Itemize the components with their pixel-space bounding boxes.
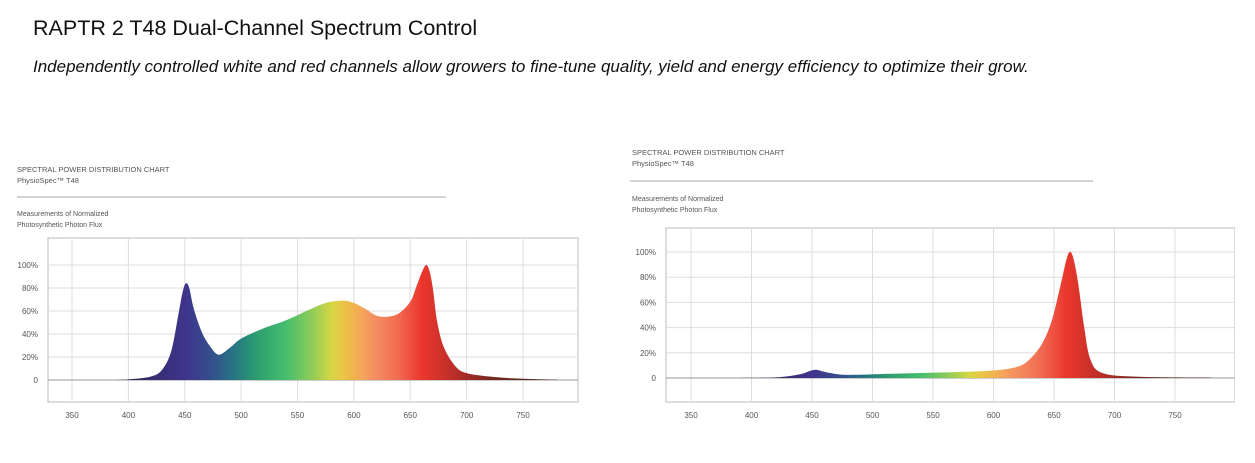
- measure-caption-line2: Photosynthetic Photon Flux: [632, 207, 718, 214]
- x-tick-label: 450: [178, 411, 192, 420]
- page-title: RAPTR 2 T48 Dual-Channel Spectrum Contro…: [33, 16, 478, 40]
- y-tick-label: 20%: [22, 353, 38, 362]
- y-tick-label: 80%: [640, 273, 656, 282]
- x-tick-label: 700: [1108, 411, 1122, 420]
- y-tick-label: 60%: [640, 298, 656, 307]
- x-tick-label: 650: [404, 411, 418, 420]
- y-tick-label: 40%: [640, 324, 656, 333]
- x-tick-label: 600: [987, 411, 1001, 420]
- y-tick-label: 100%: [636, 248, 656, 257]
- y-tick-label: 80%: [22, 284, 38, 293]
- measure-caption-line1: Measurements of Normalized: [17, 211, 109, 218]
- x-tick-label: 500: [866, 411, 880, 420]
- x-tick-label: 450: [805, 411, 819, 420]
- y-tick-label: 40%: [22, 330, 38, 339]
- plot-frame: [47, 237, 579, 403]
- x-tick-label: 700: [460, 411, 474, 420]
- spectral-chart-left: SPECTRAL POWER DISTRIBUTION CHART PhysioS…: [0, 150, 600, 450]
- x-tick-label: 350: [684, 411, 698, 420]
- x-tick-label: 600: [347, 411, 361, 420]
- x-tick-label: 550: [291, 411, 305, 420]
- x-tick-label: 350: [65, 411, 79, 420]
- x-tick-label: 550: [926, 411, 940, 420]
- chart-product-name: PhysioSpec™ T48: [632, 159, 694, 168]
- y-tick-label: 0: [34, 376, 39, 385]
- page-subtitle: Independently controlled white and red c…: [33, 57, 1029, 76]
- y-tick-label: 20%: [640, 349, 656, 358]
- spectrum-area: [105, 264, 557, 380]
- measure-caption-line2: Photosynthetic Photon Flux: [17, 222, 103, 229]
- chart-heading: SPECTRAL POWER DISTRIBUTION CHART: [632, 148, 785, 157]
- chart-heading: SPECTRAL POWER DISTRIBUTION CHART: [17, 165, 170, 174]
- chart-svg: SPECTRAL POWER DISTRIBUTION CHART PhysioS…: [17, 165, 579, 420]
- x-tick-label: 400: [122, 411, 136, 420]
- x-tick-label: 400: [745, 411, 759, 420]
- spectrum-area: [727, 251, 1212, 378]
- x-tick-label: 500: [234, 411, 248, 420]
- measure-caption-line1: Measurements of Normalized: [632, 196, 724, 203]
- x-tick-label: 650: [1047, 411, 1061, 420]
- chart-product-name: PhysioSpec™ T48: [17, 176, 79, 185]
- y-tick-label: 0: [652, 374, 657, 383]
- y-tick-label: 100%: [18, 261, 38, 270]
- spectral-chart-right: SPECTRAL POWER DISTRIBUTION CHART PhysioS…: [615, 135, 1235, 435]
- chart-svg: SPECTRAL POWER DISTRIBUTION CHART PhysioS…: [630, 148, 1235, 420]
- x-tick-label: 750: [516, 411, 530, 420]
- x-tick-label: 750: [1168, 411, 1182, 420]
- plot-frame: [665, 227, 1235, 403]
- y-tick-label: 60%: [22, 307, 38, 316]
